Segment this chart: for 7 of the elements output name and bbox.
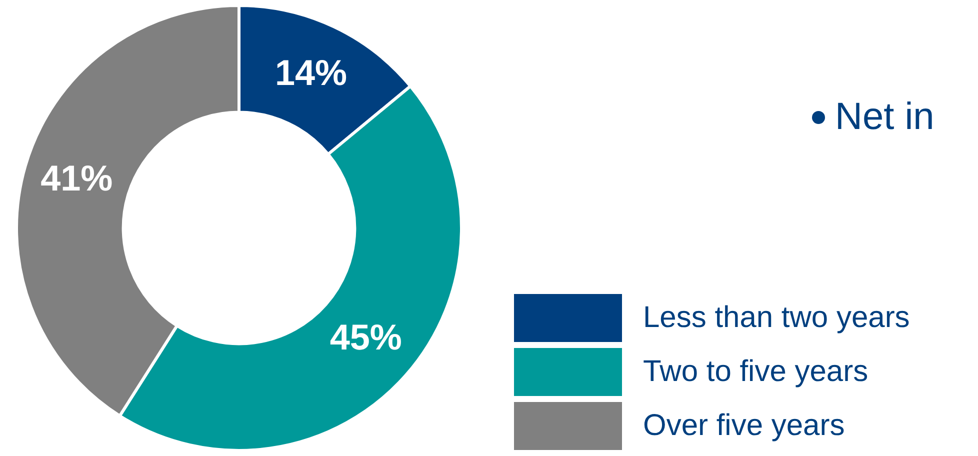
legend-label: Two to five years [643,355,868,389]
legend-label: Over five years [643,409,845,443]
text: Net in [835,96,934,139]
data-label: 14% [274,52,348,93]
legend-label: Less than two years [643,301,910,335]
data-label: 45% [330,316,402,358]
data-label: 41% [40,158,113,199]
